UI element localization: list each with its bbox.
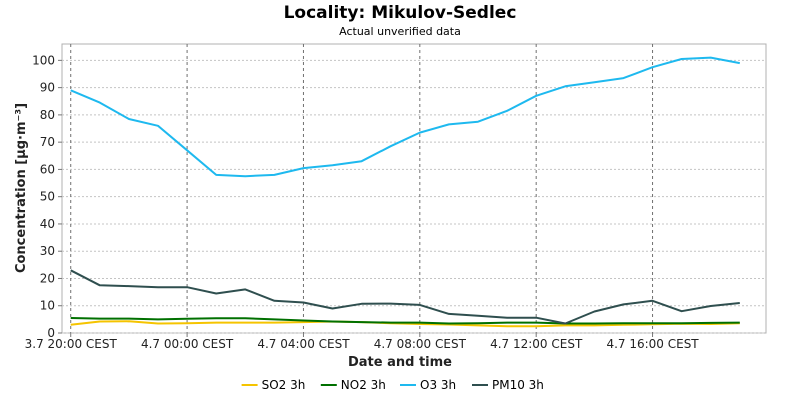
- x-tick-label: 4.7 00:00 CEST: [141, 337, 234, 351]
- y-tick-label: 90: [40, 81, 55, 95]
- y-tick-label: 80: [40, 108, 55, 122]
- y-tick-label: 70: [40, 135, 55, 149]
- y-tick-label: 50: [40, 190, 55, 204]
- series-line-no2-3h: [70, 317, 740, 325]
- x-tick-label: 4.7 12:00 CEST: [490, 337, 583, 351]
- x-tick-label: 4.7 04:00 CEST: [257, 337, 350, 351]
- y-tick-label: 10: [40, 299, 55, 313]
- y-axis-ticks: 0 10 20 30 40 50 60 70 80 90 100: [32, 53, 62, 340]
- y-tick-label: 30: [40, 244, 55, 258]
- x-axis-ticks: 3.7 20:00 CEST 4.7 00:00 CEST 4.7 04:00 CE…: [25, 333, 699, 351]
- y-tick-label: 20: [40, 271, 55, 285]
- series-line-o3-3h: [70, 56, 740, 178]
- legend-label-pm10-3h: PM10 3h: [492, 378, 544, 392]
- horizontal-gridlines: [62, 59, 766, 334]
- series-line-pm10-3h: [70, 269, 740, 325]
- legend-label-no2-3h: NO2 3h: [341, 378, 386, 392]
- x-axis-label: Date and time: [348, 355, 452, 370]
- series-lines: [70, 56, 740, 328]
- chart-title: Locality: Mikulov-Sedlec: [284, 3, 517, 23]
- legend-label-so2-3h: SO2 3h: [262, 378, 306, 392]
- chart-legend: SO2 3h NO2 3h O3 3h PM10 3h: [241, 378, 544, 392]
- chart-subtitle: Actual unverified data: [339, 25, 461, 38]
- x-tick-label: 3.7 20:00 CEST: [25, 337, 118, 351]
- y-tick-label: 0: [47, 326, 55, 340]
- vertical-gridlines: [70, 44, 654, 333]
- x-tick-label: 4.7 08:00 CEST: [374, 337, 467, 351]
- y-axis-label: Concentration [µg·m⁻³]: [14, 103, 29, 273]
- y-tick-label: 100: [32, 53, 55, 67]
- y-tick-label: 40: [40, 217, 55, 231]
- plot-area: [61, 43, 767, 334]
- legend-label-o3-3h: O3 3h: [420, 378, 456, 392]
- y-tick-label: 60: [40, 162, 55, 176]
- series-line-so2-3h: [70, 320, 740, 328]
- x-tick-label: 4.7 16:00 CEST: [606, 337, 699, 351]
